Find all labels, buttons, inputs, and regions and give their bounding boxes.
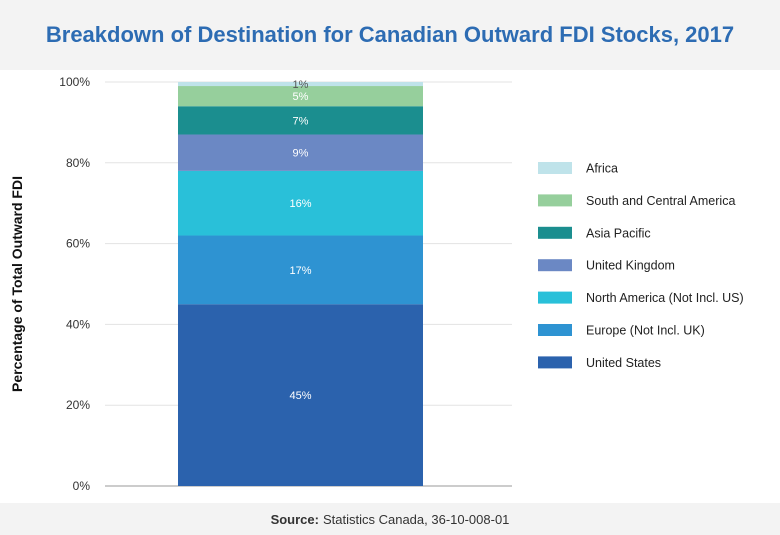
legend: Africa South and Central America Asia Paci… [538,162,744,370]
legend-label: Europe (Not Incl. UK) [586,324,705,338]
bar-labels: 45% 17% 16% 9% 7% 5%1% [289,79,311,402]
legend-swatch [538,324,572,336]
chart-area: 0% 20% 40% 60% 80% 100% 45% 17% 16% 9% 7% 5%1% Afr… [9,75,744,493]
y-tick-label: 80% [66,156,90,170]
source-label: Source: [270,511,319,527]
source-footer: Source: Statistics Canada, 36-10-008-01 [0,503,780,535]
title-band: Breakdown of Destination for Canadian Ou… [0,0,780,70]
chart-title: Breakdown of Destination for Canadian Ou… [45,22,735,47]
legend-swatch [538,226,572,239]
legend-label: United Kingdom [586,259,675,273]
bar-segment-united-states [178,304,423,486]
legend-swatch [538,162,572,174]
y-tick-label: 100% [59,75,90,89]
data-label: 7% [293,115,309,127]
y-tick-label: 40% [66,317,90,331]
legend-label: United States [586,356,661,370]
legend-label: South and Central America [586,194,735,208]
data-label: 45% [289,390,311,402]
y-axis-ticks: 0% 20% 40% 60% 80% 100% [59,75,90,493]
legend-swatch [538,194,572,207]
data-label: 9% [293,148,309,160]
bar-segment-asia-pacific [178,106,423,135]
bar-segment-south-and-central-america [178,86,423,107]
bar-segment-africa [178,82,423,87]
legend-label: North America (Not Incl. US) [586,291,744,305]
y-tick-label: 60% [66,237,90,251]
data-label: 1% [293,79,309,91]
data-label: 16% [289,198,311,210]
y-tick-label: 20% [66,398,90,412]
legend-swatch [538,291,572,304]
bar-segment-europe-not-incl-uk [178,235,423,305]
bar-segment-united-kingdom [178,134,423,171]
stacked-bar [178,82,423,486]
legend-label: Asia Pacific [586,226,651,240]
source-text: Statistics Canada, 36-10-008-01 [322,511,510,527]
legend-swatch [538,259,572,272]
y-tick-label: 0% [73,479,91,493]
legend-label: Africa [586,162,618,176]
legend-swatch [538,356,572,369]
bar-segment-north-america-not-incl-us [178,170,423,236]
data-label: 17% [289,265,311,277]
data-label: 5% [293,91,309,103]
y-axis-title: Percentage of Total Outward FDI [9,176,25,392]
